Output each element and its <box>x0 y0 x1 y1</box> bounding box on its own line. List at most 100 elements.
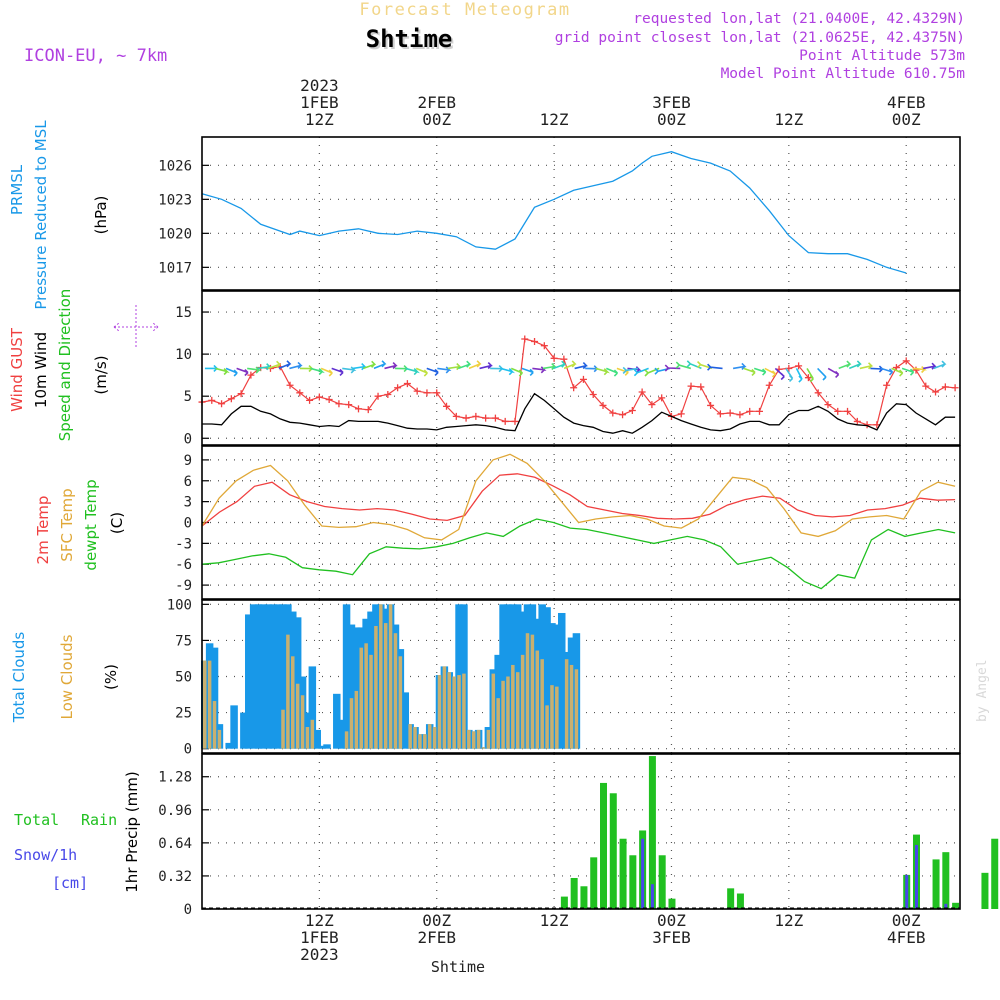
wind-direction-arrow <box>774 367 785 381</box>
y-tick-label: 1026 <box>158 158 192 174</box>
gust-marker <box>286 381 294 389</box>
gust-marker <box>619 411 627 419</box>
wind-direction-arrow <box>236 367 249 377</box>
info-line: grid point closest lon,lat (21.0625E, 42… <box>555 30 965 46</box>
wind-direction-arrow <box>490 365 505 373</box>
gust-marker <box>707 401 715 409</box>
wind-dir-label: Speed and Direction <box>56 289 74 442</box>
gust-marker <box>716 410 724 418</box>
panel-frame <box>201 599 961 754</box>
low-cloud-bar <box>476 729 481 749</box>
y-tick-label: 1020 <box>158 226 192 242</box>
bottom-time-label: 12Z <box>305 911 334 930</box>
low-cloud-bar <box>413 727 417 749</box>
wind-direction-arrow <box>848 360 862 370</box>
y-tick-label: 0 <box>184 431 192 447</box>
low-cloud-bar <box>511 664 515 749</box>
top-time-label: 2FEB <box>417 93 456 112</box>
wind-direction-arrow <box>622 366 639 374</box>
y-tick-label: 75 <box>175 633 192 649</box>
gust-marker <box>697 383 705 391</box>
total-cloud-bar <box>323 744 331 749</box>
bottom-time-label: 00Z <box>657 911 686 930</box>
wind-direction-arrow <box>426 367 439 376</box>
low-cloud-bar <box>300 695 305 749</box>
gust-marker <box>482 414 490 422</box>
temp-sfc-label: SFC Temp <box>58 488 76 561</box>
gust-marker <box>795 362 803 370</box>
temperature-panel: -9 -6 -3 0 3 6 9 <box>175 446 960 599</box>
wind-direction-arrow <box>870 365 885 373</box>
total-cloud-bar <box>230 705 238 749</box>
total-cloud-bar <box>308 666 317 749</box>
low-cloud-bar <box>423 734 427 749</box>
y-tick-label: 0 <box>184 516 192 532</box>
wind-direction-arrow <box>479 361 493 370</box>
wind-direction-arrow <box>395 365 410 373</box>
y-tick-label: 0.64 <box>158 836 192 852</box>
wind-direction-arrow <box>933 360 947 370</box>
low-cloud-bar <box>467 729 471 749</box>
gust-marker <box>227 395 235 403</box>
low-cloud-bar <box>203 660 207 749</box>
wind-direction-arrow <box>644 367 660 377</box>
total-cloud-bar <box>259 604 268 749</box>
low-cloud-bar <box>496 698 500 749</box>
low-cloud-bar <box>432 727 437 749</box>
low-cloud-bar <box>207 660 212 749</box>
bottom-time-label: 1FEB <box>300 928 339 947</box>
gust-marker <box>883 381 891 389</box>
low-cloud-bar <box>564 659 569 749</box>
snow-bar <box>944 903 948 909</box>
wind-direction-arrow <box>247 366 262 374</box>
wind-speed-line <box>202 392 956 434</box>
gust-marker <box>834 407 842 415</box>
gust-marker <box>814 389 822 397</box>
gust-marker <box>374 392 382 400</box>
y-tick-label: 6 <box>184 474 192 490</box>
gust-marker <box>394 384 402 392</box>
bottom-time-label: 4FEB <box>887 928 926 947</box>
y-tick-label: 1017 <box>158 260 192 276</box>
wind-direction-arrow <box>510 367 523 377</box>
wind-direction-arrow <box>606 367 618 377</box>
low-cloud-bar <box>437 675 442 749</box>
low-cloud-bar <box>217 729 222 749</box>
model-label: ICON-EU, ~ 7km <box>24 46 167 66</box>
low-cloud-bar <box>349 698 354 749</box>
wind-direction-arrow <box>521 367 534 376</box>
gust-marker <box>726 409 734 417</box>
bottom-time-label: 12Z <box>540 911 569 930</box>
gust-marker <box>570 384 578 392</box>
gust-marker <box>335 400 343 408</box>
top-time-label: 2023 <box>300 76 339 95</box>
wind-direction-arrow <box>563 360 577 370</box>
snow-bar <box>641 838 645 909</box>
y-tick-label: 1.28 <box>158 770 192 786</box>
wind-direction-arrow <box>753 367 767 376</box>
rain-bar <box>942 852 950 909</box>
rain-bar <box>580 886 588 909</box>
wind-direction-arrow <box>764 367 777 378</box>
y-tick-label: 0 <box>184 902 192 918</box>
low-cloud-bar <box>359 647 363 749</box>
gust-line <box>201 338 956 426</box>
wind-direction-arrow <box>743 367 756 376</box>
top-time-label: 00Z <box>422 110 451 129</box>
y-tick-label: 0 <box>184 742 192 758</box>
wind-direction-arrow <box>585 365 600 373</box>
total-cloud-bar <box>245 614 253 749</box>
wind-direction-arrow <box>468 360 482 370</box>
wind-direction-arrow <box>257 363 272 371</box>
top-time-label: 12Z <box>540 110 569 129</box>
gust-marker <box>550 354 558 362</box>
gust-marker <box>765 381 773 389</box>
gust-marker <box>511 417 519 425</box>
wind-direction-arrow <box>289 361 303 370</box>
total-cloud-bar <box>264 604 273 749</box>
low-cloud-bar <box>442 666 447 749</box>
total-cloud-bar <box>499 604 507 749</box>
gust-marker <box>384 391 392 399</box>
y-tick-label: 0.32 <box>158 869 192 885</box>
